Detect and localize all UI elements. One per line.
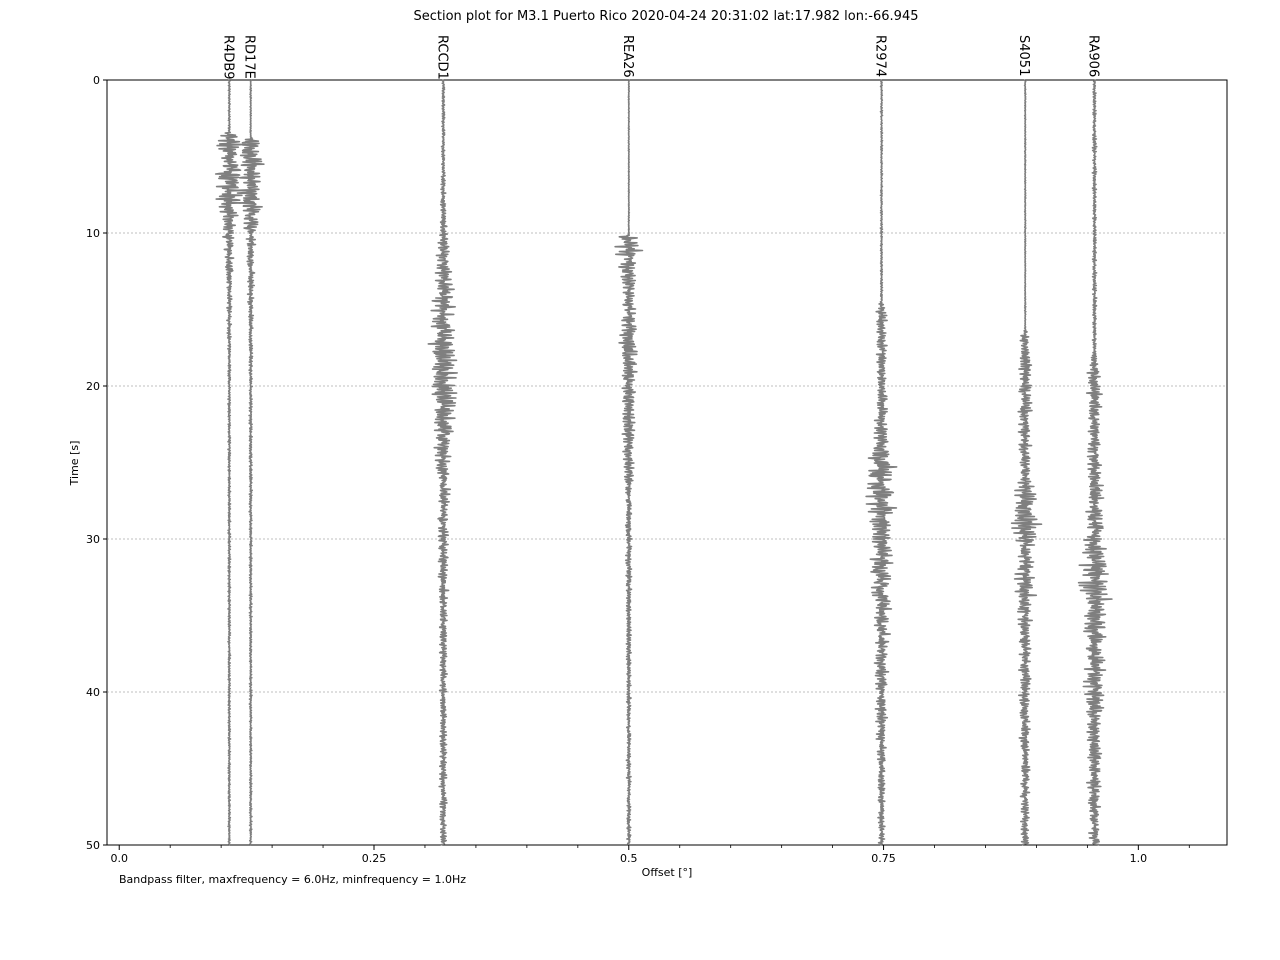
x-tick-label: 0.75 — [871, 852, 896, 865]
y-tick-label: 50 — [86, 839, 100, 852]
station-label: REA26 — [620, 35, 635, 78]
trace-rccd1 — [427, 79, 459, 846]
trace-s4051 — [1010, 79, 1043, 846]
y-tick-label: 10 — [86, 227, 100, 240]
trace-r2974 — [865, 79, 898, 846]
grid-lines — [107, 232, 1227, 693]
trace-ra906 — [1077, 79, 1113, 846]
y-tick-label: 0 — [93, 74, 100, 87]
trace-rea26 — [614, 79, 644, 846]
y-tick-label: 30 — [86, 533, 100, 546]
seismic-traces — [214, 79, 1113, 846]
y-tick-label: 20 — [86, 380, 100, 393]
station-label: RA906 — [1086, 35, 1101, 77]
x-axis-label: Offset [°] — [642, 866, 693, 879]
y-axis: 0 10 20 30 40 50 — [86, 74, 107, 852]
x-tick-label: 0.0 — [110, 852, 128, 865]
station-label: RD17E — [242, 35, 257, 79]
station-label: R4DB9 — [220, 35, 235, 80]
y-axis-label: Time [s] — [68, 441, 81, 487]
plot-area — [106, 79, 1228, 846]
chart-title: Section plot for M3.1 Puerto Rico 2020-0… — [413, 9, 918, 24]
x-tick-label: 0.5 — [620, 852, 638, 865]
trace-r4db9 — [214, 79, 247, 846]
x-tick-label: 0.25 — [362, 852, 387, 865]
station-label: R2974 — [873, 35, 888, 77]
filter-note: Bandpass filter, maxfrequency = 6.0Hz, m… — [119, 873, 466, 886]
station-label: RCCD1 — [434, 35, 449, 80]
trace-rd17e — [234, 79, 265, 846]
x-tick-label: 1.0 — [1130, 852, 1148, 865]
station-labels: R4DB9 RD17E RCCD1 REA26 R2974 S4051 RA906 — [220, 35, 1100, 80]
x-axis: 0.0 0.25 0.5 0.75 1.0 — [110, 845, 1190, 865]
y-tick-label: 40 — [86, 686, 100, 699]
station-label: S4051 — [1016, 35, 1031, 76]
